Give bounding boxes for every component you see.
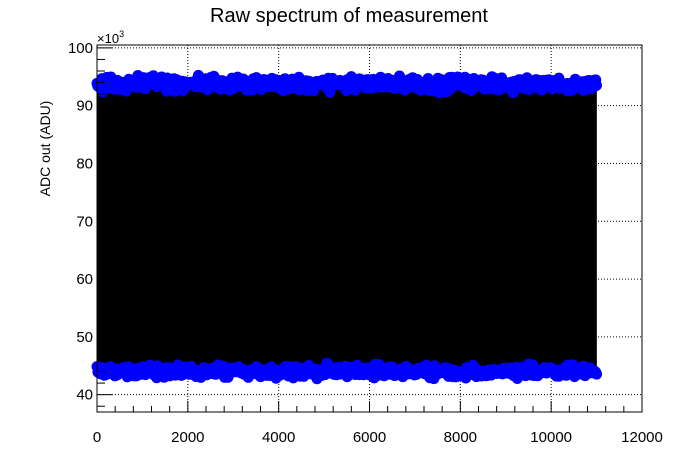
x-tick-label: 8000 [444, 429, 477, 446]
x-tick-label: 4000 [262, 429, 295, 446]
y-tick-label: 100 [68, 40, 93, 57]
y-tick-label: 90 [76, 98, 93, 115]
x-tick-label: 2000 [171, 429, 204, 446]
x-tick-label: 6000 [353, 429, 386, 446]
y-axis-label: ADC out (ADU) [37, 101, 53, 197]
x-tick-label: 12000 [621, 429, 663, 446]
data-point-low [591, 368, 603, 380]
y-multiplier-base: ×10 [97, 31, 119, 46]
plot-data [91, 69, 603, 385]
y-tick-label: 60 [76, 271, 93, 288]
x-tick-label: 0 [93, 429, 101, 446]
chart-title: Raw spectrum of measurement [210, 5, 488, 27]
axes [96, 44, 643, 413]
y-tick-label: 50 [76, 329, 93, 346]
tick-labels: 0 2000 4000 6000 8000 10000 12000 40 50 60 70 80 90 1… [68, 40, 663, 446]
y-tick-label: 80 [76, 155, 93, 172]
y-axis-multiplier: ×103 [97, 29, 124, 46]
y-tick-label: 70 [76, 213, 93, 230]
y-tick-label: 40 [76, 387, 93, 404]
data-markers [91, 69, 603, 385]
data-line [96, 74, 597, 380]
data-point-high [591, 79, 602, 91]
y-multiplier-exponent: 3 [119, 29, 124, 39]
x-tick-label: 10000 [530, 429, 572, 446]
